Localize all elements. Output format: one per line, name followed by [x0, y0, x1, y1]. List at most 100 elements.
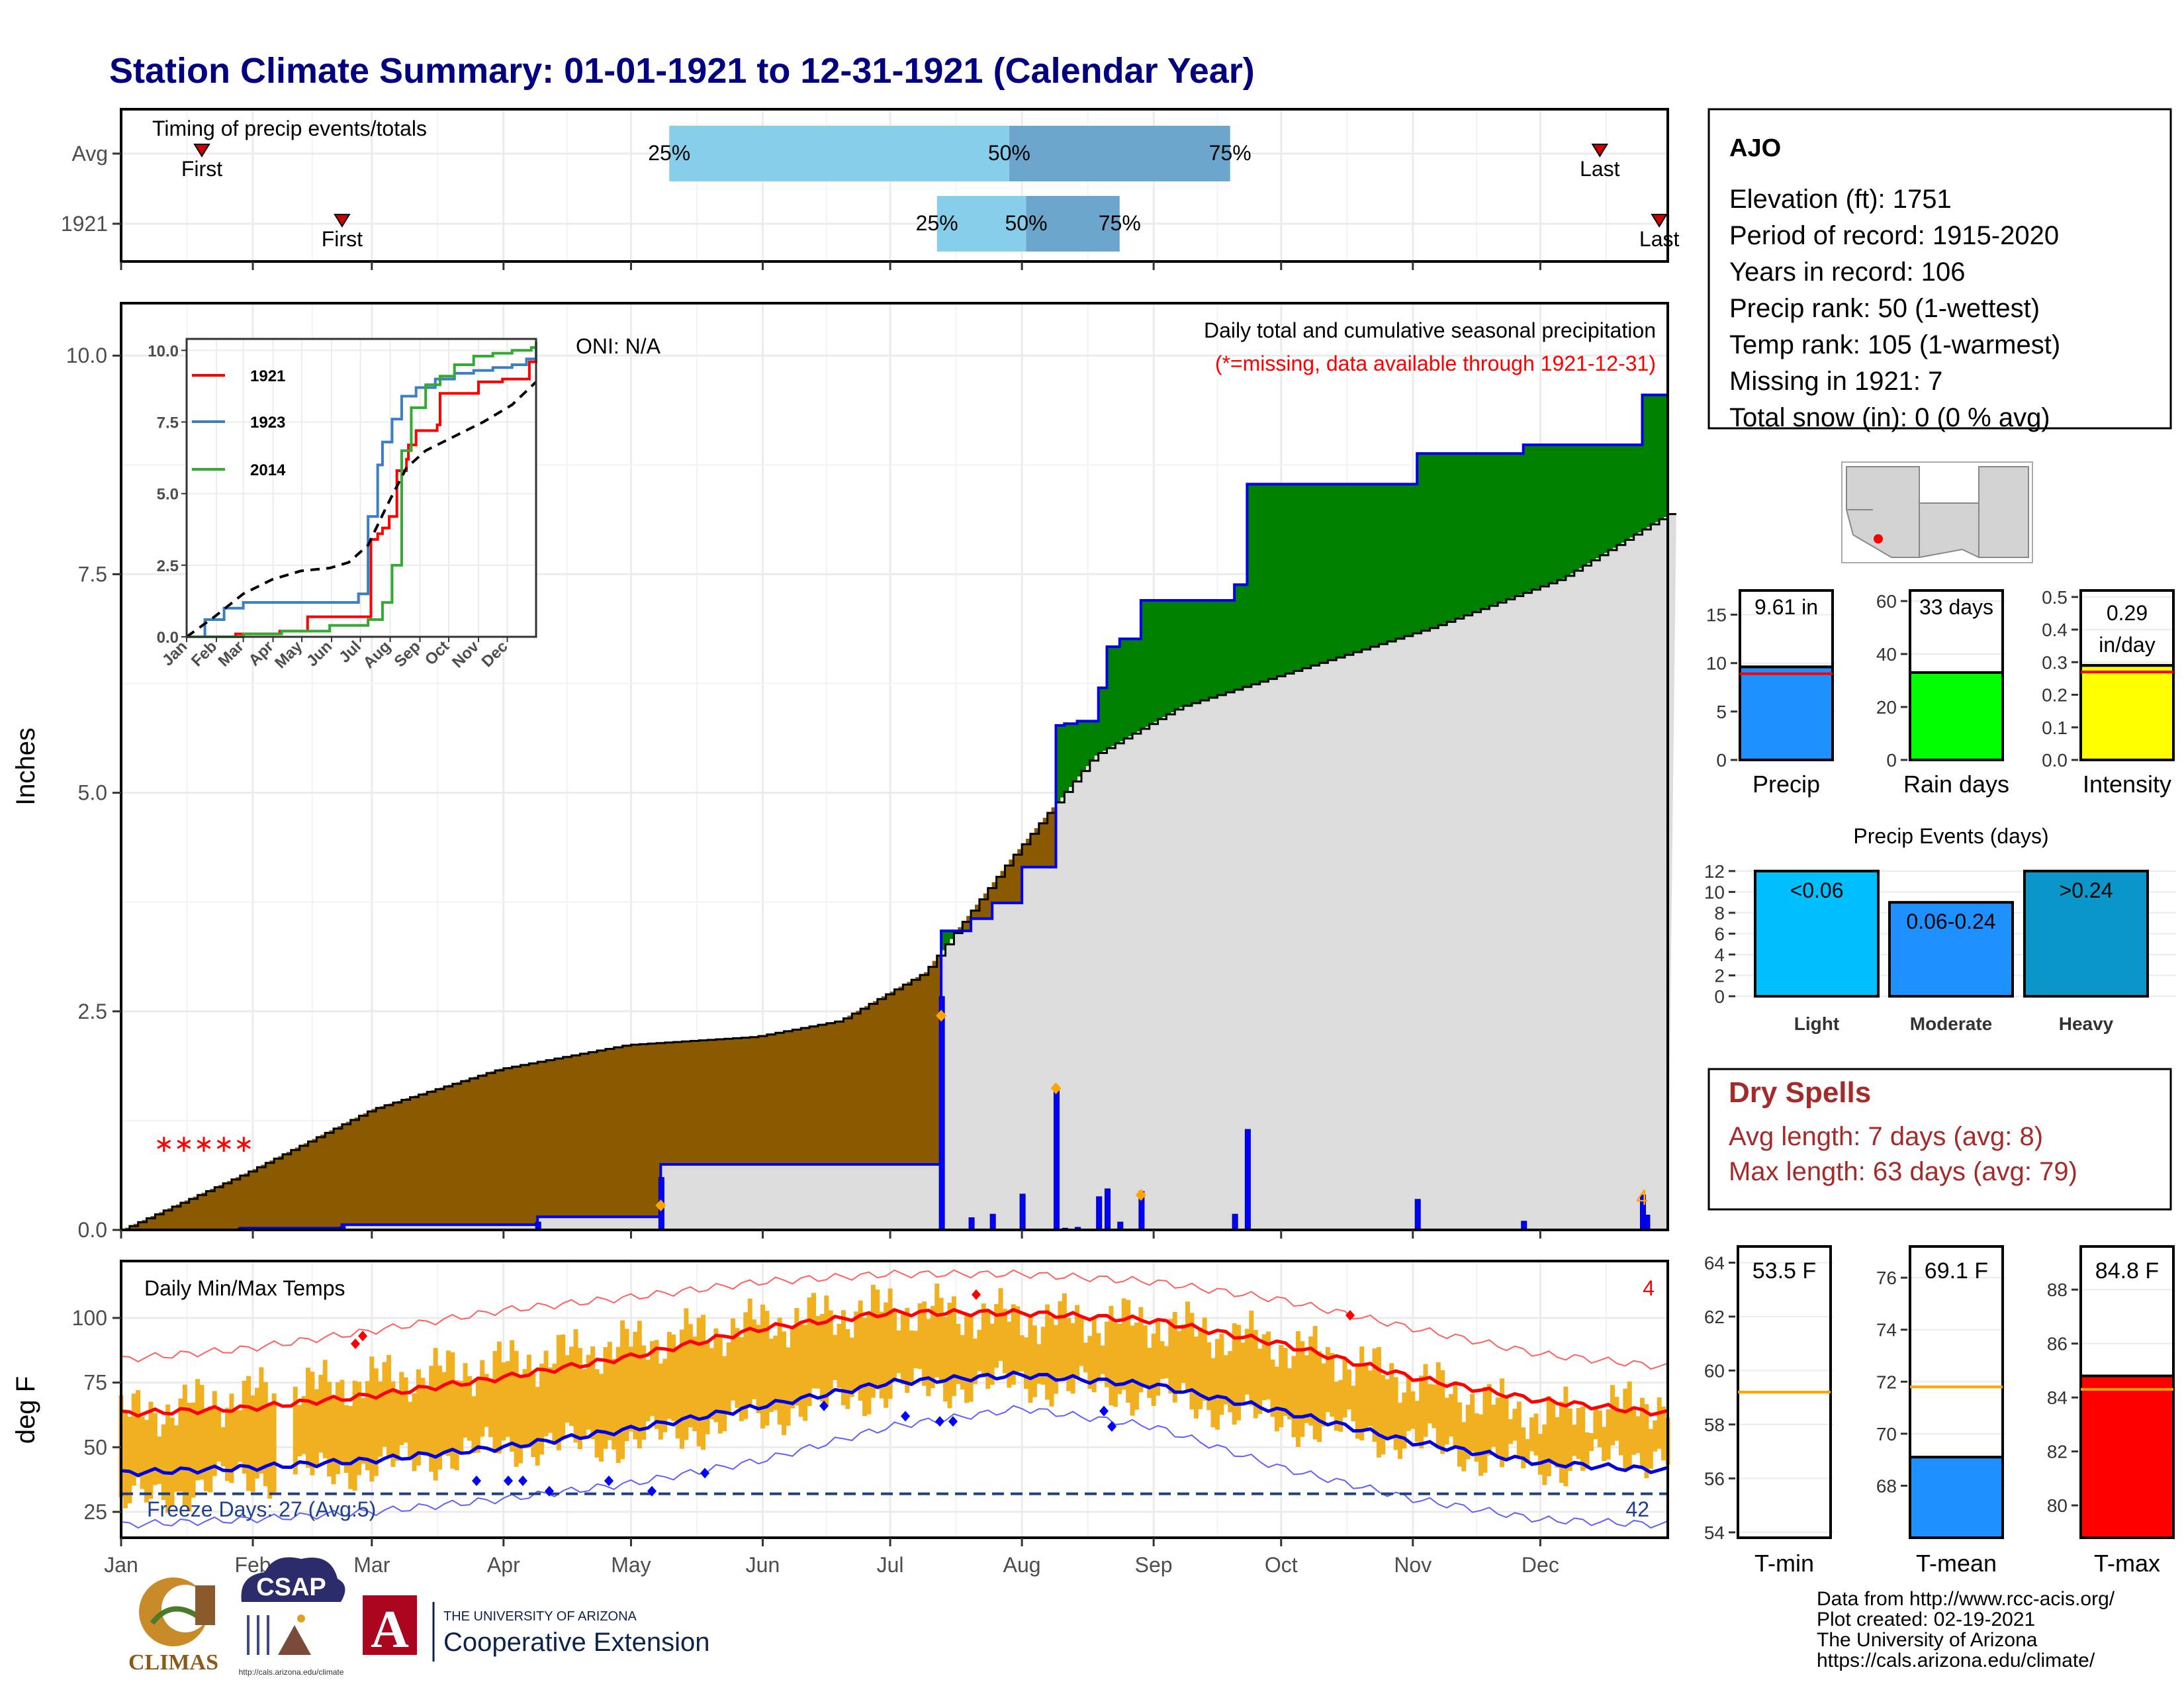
precip-event-marker [655, 1199, 666, 1212]
station-info-line: Years in record: 106 [1729, 258, 1966, 287]
daily-precip-bar [1414, 1199, 1421, 1231]
precip-ytick-label: 5.0 [78, 781, 107, 805]
month-label: May [611, 1553, 651, 1577]
daily-precip-bar [989, 1213, 996, 1231]
timing-bar-50-75 [1009, 126, 1230, 181]
precip-panel: 0.0 2.5 5.0 7.5 10.0 Inches ONI: N/A Daily t… [11, 302, 1676, 1242]
events-ytick-label: 10 [1704, 882, 1725, 902]
temp-y-axis: 25 50 75 100 [72, 1306, 121, 1524]
summary-bar-1: 0 20 40 60 33 days Rain days [1876, 589, 2009, 798]
ua-big-text: Cooperative Extension [443, 1628, 709, 1657]
events-bar-label: Light [1794, 1013, 1839, 1034]
record-low-marker [1107, 1421, 1116, 1432]
svg-text:∗∗∗∗∗: ∗∗∗∗∗ [154, 1130, 254, 1157]
temp-summary-ytick-label: 80 [2047, 1495, 2068, 1516]
dry-spells-avg: Avg length: 7 days (avg: 8) [1729, 1122, 2043, 1151]
inset-line-2014 [187, 342, 537, 638]
month-label: Apr [487, 1553, 520, 1577]
station-info-line: Elevation (ft): 1751 [1729, 185, 1952, 214]
csap-text: CSAP [256, 1573, 326, 1601]
temp-ytick-label: 25 [83, 1500, 107, 1524]
temp-summary-ytick-label: 70 [1876, 1424, 1897, 1444]
summary-ytick-label: 0.3 [2042, 652, 2068, 673]
dry-spells-box: Dry Spells Avg length: 7 days (avg: 8) M… [1707, 1068, 2172, 1211]
timing-row-avg: Avg [71, 142, 108, 165]
temp-summary-ytick-label: 60 [1704, 1360, 1725, 1381]
timing-bars: 25% 50% 75% First Last 25% 50% 75% First Last [181, 126, 1680, 252]
footer-line: The University of Arizona [1817, 1629, 2038, 1651]
avg-max-line [120, 1307, 1668, 1418]
timing-label: Timing of precip events/totals [152, 117, 427, 140]
temp-summary-value-label: 69.1 F [1925, 1258, 1988, 1284]
temp-summary-bar-outline [1909, 1245, 2004, 1539]
precip-areas [121, 389, 1676, 1231]
summary-ytick-label: 20 [1876, 697, 1897, 718]
ua-logo: A THE UNIVERSITY OF ARIZONA Cooperative … [363, 1595, 709, 1662]
record-max-line [120, 1269, 1668, 1370]
daily-precip-bar [1019, 1194, 1026, 1231]
temp-summary-ytick-label: 64 [1704, 1252, 1725, 1273]
precip-missing-count: 4 [1636, 1186, 1648, 1209]
precip-caption: Daily total and cumulative seasonal prec… [1204, 318, 1656, 342]
summary-bar-0: 0 5 10 15 9.61 in Precip [1706, 589, 1835, 798]
cumulative-1921-line [121, 389, 1669, 1231]
precip-event-marker [1050, 1082, 1062, 1095]
month-label: Mar [353, 1553, 390, 1577]
summary-value-label: 33 days [1919, 595, 1993, 619]
temp-summary-ytick-label: 74 [1876, 1320, 1897, 1340]
inset-month-label: Oct [422, 637, 453, 669]
events-bar [1888, 901, 2014, 998]
arizona-locator-map [1841, 461, 2033, 563]
timing-marker-label: First [181, 157, 222, 181]
events-bar-label: Moderate [1910, 1013, 1992, 1034]
footer-line: https://cals.arizona.edu/climate/ [1817, 1650, 2095, 1671]
footer-credits: Data from http://www.rcc-acis.org/Plot c… [1817, 1588, 2115, 1671]
record-low-marker [647, 1485, 657, 1497]
inset-month-label: Mar [215, 637, 248, 670]
summary-bar-label: Precip [1752, 771, 1820, 798]
average-cumulative-area [121, 514, 1676, 1230]
summary-value-label: 9.61 in [1754, 595, 1818, 619]
inset-month-label: Nov [449, 637, 483, 672]
timing-bar-25-50 [936, 196, 1026, 252]
temp-ytick-label: 75 [83, 1371, 107, 1395]
record-min-line [120, 1405, 1668, 1529]
summary-bar-outline [1909, 589, 2004, 674]
temp-summary-ytick-label: 84 [2047, 1387, 2068, 1408]
daily-precip-bar [1096, 1196, 1103, 1231]
timing-marker-label: Last [1639, 227, 1680, 251]
timing-pct-label: 25% [916, 211, 958, 235]
summary-bar-rect [1739, 665, 1834, 761]
temp-summary-ytick-label: 58 [1704, 1415, 1725, 1435]
temp-summary-bar-rect [2079, 1374, 2175, 1540]
station-info-line: Total snow (in): 0 (0 % avg) [1729, 403, 2050, 432]
month-label: Nov [1394, 1553, 1432, 1577]
temp-summary-bar-outline [2079, 1245, 2175, 1539]
dry-spells-title: Dry Spells [1729, 1076, 1871, 1109]
daily-precip-bar [1053, 1088, 1060, 1231]
inset-month-label: Sep [391, 637, 424, 671]
record-low-marker [604, 1476, 614, 1487]
timing-bar-50-75 [1026, 196, 1120, 252]
precip-y-label: Inches [11, 727, 40, 806]
timing-marker-label: Last [1580, 157, 1620, 181]
temp-summary-bars: 54 56 58 60 62 64 53.5 F T-min 68 70 72 74 76 69.1 F T… [1704, 1245, 2176, 1577]
summary-ytick-label: 0 [1716, 750, 1727, 771]
temp-summary-ytick-label: 72 [1876, 1372, 1897, 1392]
timing-frame [120, 108, 1669, 263]
timing-pct-label: 75% [1209, 141, 1251, 165]
station-info-box: AJO Elevation (ft): 1751 Period of record… [1707, 108, 2172, 432]
summary-bar-outline [2079, 589, 2175, 667]
missing-markers: ∗∗∗∗∗ [154, 1130, 254, 1157]
daily-precip-bar [968, 1217, 975, 1231]
events-bar-value: <0.06 [1790, 878, 1844, 902]
inset-ytick-label: 0.0 [157, 629, 179, 647]
month-label: Sep [1135, 1553, 1173, 1577]
station-location-dot [1874, 534, 1883, 543]
record-low-marker [518, 1476, 527, 1487]
summary-ytick-label: 0.4 [2042, 620, 2068, 640]
temp-missing-count: 4 [1643, 1276, 1655, 1300]
station-info-line: Temp rank: 105 (1-warmest) [1729, 330, 2060, 359]
summary-value-label: 0.29 [2107, 601, 2148, 625]
